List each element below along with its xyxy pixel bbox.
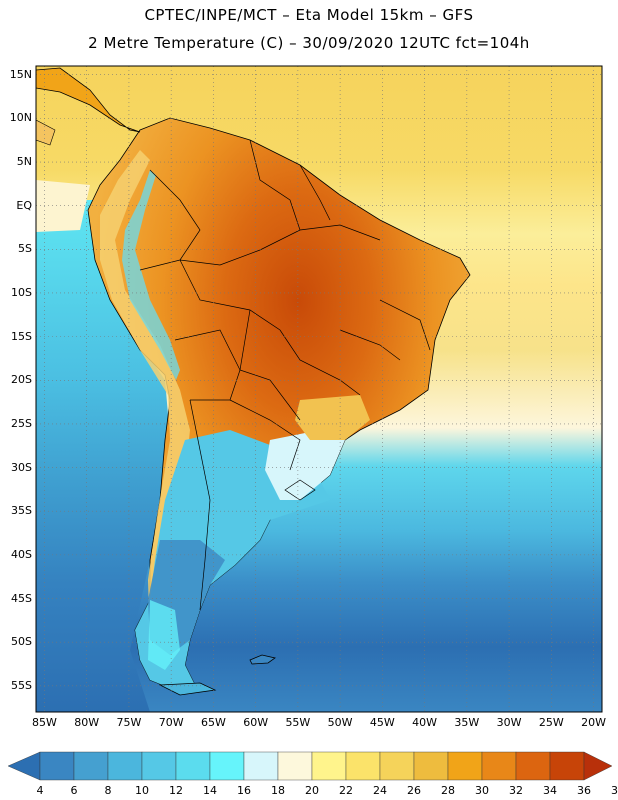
- lat-label: 15N: [9, 67, 32, 81]
- colorbar-value: 8: [104, 784, 112, 797]
- lat-label: 40S: [11, 547, 32, 561]
- colorbar-value: 24: [373, 784, 387, 797]
- lon-label: 30W: [496, 716, 522, 729]
- map-subtitle: 2 Metre Temperature (C) – 30/09/2020 12U…: [88, 34, 530, 52]
- lat-label: 55S: [11, 678, 32, 692]
- colorbar-swatch: [481, 751, 517, 781]
- colorbar-swatch: [447, 751, 483, 781]
- colorbar-value: 34: [543, 784, 557, 797]
- colorbar-swatch: [209, 751, 245, 781]
- lat-label: 10N: [9, 111, 32, 125]
- colorbar-swatch: [345, 751, 381, 781]
- colorbar-swatch: [107, 751, 143, 781]
- colorbar-swatch: [379, 751, 415, 781]
- lon-label: 85W: [32, 716, 57, 729]
- colorbar-swatch: [549, 751, 585, 781]
- colorbar-value: 30: [475, 784, 489, 797]
- lat-label: EQ: [16, 198, 32, 212]
- colorbar-value: 32: [509, 784, 523, 797]
- lon-label: 25W: [538, 716, 564, 729]
- colorbar-value: 38: [611, 784, 618, 797]
- lat-label: 35S: [11, 504, 32, 518]
- pacific-ocean: [36, 200, 172, 712]
- lon-label: 65W: [200, 716, 226, 729]
- lon-label: 55W: [285, 716, 311, 729]
- lat-label: 25S: [11, 416, 32, 430]
- central-america: [36, 67, 141, 133]
- colorbar-value: 12: [169, 784, 183, 797]
- colorbar-swatch: [243, 751, 279, 781]
- lon-label: 40W: [412, 716, 438, 729]
- colorbar-swatch: [175, 751, 211, 781]
- lon-label: 45W: [369, 716, 395, 729]
- colorbar-value: 16: [237, 784, 251, 797]
- colorbar-value: 14: [203, 784, 217, 797]
- south-brazil-warm: [295, 395, 370, 440]
- lon-label: 35W: [454, 716, 480, 729]
- lat-label: 5S: [18, 242, 32, 256]
- lat-label: 10S: [11, 285, 32, 299]
- lat-label: 50S: [11, 635, 32, 649]
- andes-cold-ridge: [122, 170, 180, 380]
- lon-label: 20W: [581, 716, 606, 729]
- map-title: CPTEC/INPE/MCT – Eta Model 15km – GFS: [144, 6, 474, 24]
- lon-label: 60W: [243, 716, 269, 729]
- colorbar-value: 4: [36, 784, 44, 797]
- lat-label: 20S: [11, 373, 32, 387]
- map-frame: [35, 65, 603, 713]
- colorbar-swatch: [413, 751, 449, 781]
- tierra-del-fuego: [158, 682, 217, 696]
- colorbar-swatch: [277, 751, 313, 781]
- pacific-warm-band: [36, 180, 90, 232]
- colorbar-value: 28: [441, 784, 455, 797]
- colorbar-swatch: [39, 751, 75, 781]
- colorbar: [7, 751, 613, 781]
- lon-label: 80W: [74, 716, 100, 729]
- colorbar-value: 6: [70, 784, 78, 797]
- colorbar-swatch: [515, 751, 551, 781]
- colorbar-value: 22: [339, 784, 353, 797]
- colorbar-value: 36: [577, 784, 591, 797]
- pacific-coast-islands: [36, 119, 56, 146]
- lon-label: 70W: [158, 716, 184, 729]
- lat-label: 45S: [11, 591, 32, 605]
- colorbar-swatch: [141, 751, 177, 781]
- colorbar-swatch: [311, 751, 347, 781]
- colorbar-arrow-high: [583, 751, 613, 781]
- colorbar-value: 10: [135, 784, 149, 797]
- colorbar-arrow-low: [7, 751, 41, 781]
- lat-label: 5N: [16, 155, 32, 169]
- colorbar-value: 18: [271, 784, 285, 797]
- lon-label: 75W: [116, 716, 142, 729]
- patagonia-ice: [148, 600, 180, 670]
- colorbar-swatch: [73, 751, 109, 781]
- colorbar-value: 26: [407, 784, 421, 797]
- lat-label: 30S: [11, 460, 32, 474]
- lon-label: 50W: [327, 716, 353, 729]
- colorbar-value: 20: [305, 784, 319, 797]
- lat-label: 15S: [11, 329, 32, 343]
- falkland-islands: [249, 654, 276, 665]
- uruguay-mild-zone: [265, 430, 345, 500]
